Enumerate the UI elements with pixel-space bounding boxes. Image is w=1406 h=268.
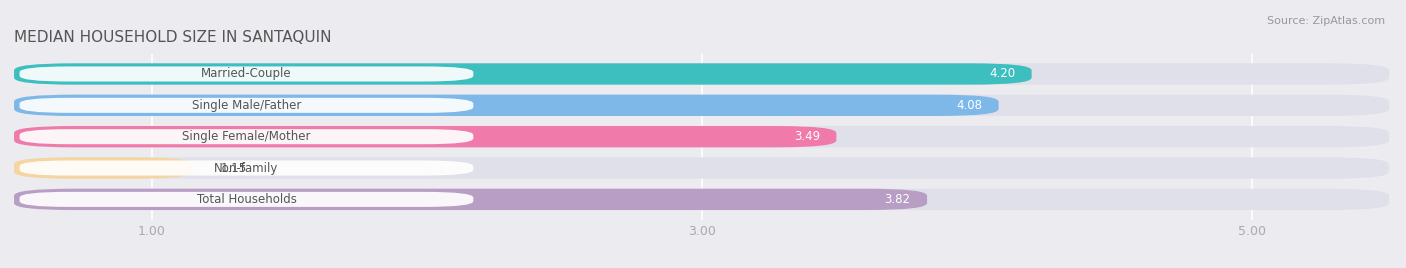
FancyBboxPatch shape [14,63,1032,85]
FancyBboxPatch shape [14,95,998,116]
FancyBboxPatch shape [14,189,1389,210]
FancyBboxPatch shape [20,192,474,207]
FancyBboxPatch shape [14,63,1389,85]
Text: 4.08: 4.08 [956,99,983,112]
FancyBboxPatch shape [20,129,474,144]
FancyBboxPatch shape [20,66,474,81]
Text: Single Male/Father: Single Male/Father [191,99,301,112]
FancyBboxPatch shape [14,126,837,147]
FancyBboxPatch shape [14,189,927,210]
Text: Married-Couple: Married-Couple [201,68,292,80]
Text: 3.49: 3.49 [794,130,820,143]
Text: MEDIAN HOUSEHOLD SIZE IN SANTAQUIN: MEDIAN HOUSEHOLD SIZE IN SANTAQUIN [14,31,332,46]
Text: 1.15: 1.15 [221,162,246,174]
Text: Non-family: Non-family [214,162,278,174]
Text: 3.82: 3.82 [884,193,911,206]
Text: Total Households: Total Households [197,193,297,206]
FancyBboxPatch shape [20,98,474,113]
FancyBboxPatch shape [14,157,193,179]
Text: Single Female/Mother: Single Female/Mother [183,130,311,143]
FancyBboxPatch shape [14,95,1389,116]
FancyBboxPatch shape [14,126,1389,147]
FancyBboxPatch shape [20,161,474,176]
Text: 4.20: 4.20 [988,68,1015,80]
Text: Source: ZipAtlas.com: Source: ZipAtlas.com [1267,16,1385,26]
FancyBboxPatch shape [14,157,1389,179]
